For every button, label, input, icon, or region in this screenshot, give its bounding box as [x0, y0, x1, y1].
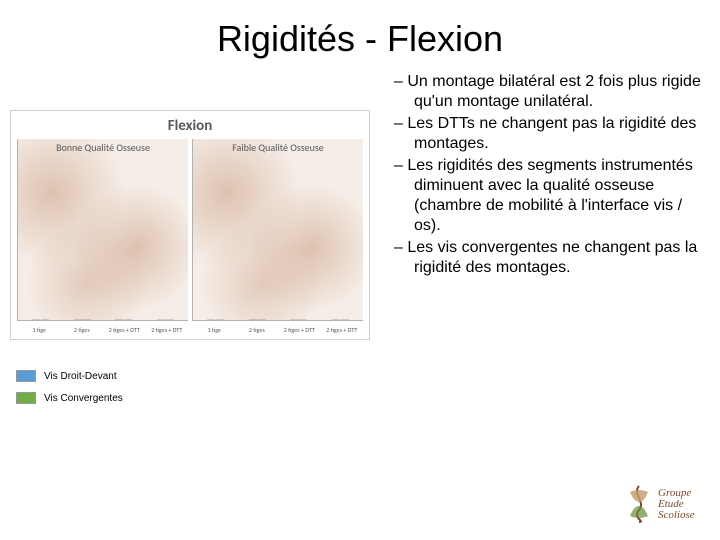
bullet-item: Un montage bilatéral est 2 fois plus rig… — [394, 72, 702, 112]
bar-convergentes — [299, 319, 307, 320]
bar-group — [237, 319, 279, 320]
bar-droit-devant — [290, 319, 298, 320]
logo-mark — [624, 484, 654, 524]
x-label: 1 tige — [18, 326, 61, 334]
bars-area — [18, 155, 188, 320]
bar-convergentes — [124, 319, 132, 320]
bullet-item: Les vis convergentes ne changent pas la … — [394, 238, 702, 278]
bar-convergentes — [216, 319, 224, 320]
bar-group — [195, 319, 237, 320]
bar-droit-devant — [115, 319, 123, 320]
bullet-item: Les rigidités des segments instrumentés … — [394, 156, 702, 236]
bar-convergentes — [258, 319, 266, 320]
bar-group — [103, 319, 145, 320]
bar-droit-devant — [157, 319, 165, 320]
x-label: 2 tiges + DTT — [321, 326, 364, 334]
legend-label: Vis Droit-Devant — [44, 371, 117, 382]
bar-droit-devant — [249, 319, 257, 320]
bar-group — [278, 319, 320, 320]
slide-title: Rigidités - Flexion — [0, 0, 720, 70]
bar-droit-devant — [74, 319, 82, 320]
bars-area — [193, 155, 363, 320]
logo-line1: Groupe — [658, 488, 695, 499]
group-logo: Groupe Etude Scoliose — [624, 482, 704, 526]
bar-droit-devant — [332, 319, 340, 320]
x-labels: 1 tige2 tiges2 tiges + DTT2 tiges + DTT — [18, 326, 188, 334]
legend-swatch — [16, 392, 36, 404]
x-labels: 1 tige2 tiges2 tiges + DTT2 tiges + DTT — [193, 326, 363, 334]
bar-convergentes — [341, 319, 349, 320]
bar-group — [20, 319, 62, 320]
bar-convergentes — [166, 319, 174, 320]
bar-group — [62, 319, 104, 320]
x-label: 2 tiges — [61, 326, 104, 334]
logo-text: Groupe Etude Scoliose — [658, 488, 695, 521]
chart-panel: Faible Qualité Osseuse1 tige2 tiges2 tig… — [192, 139, 363, 321]
chart-column: Flexion Bonne Qualité Osseuse1 tige2 tig… — [10, 70, 380, 404]
x-label: 2 tiges + DTT — [103, 326, 146, 334]
chart-panels: Bonne Qualité Osseuse1 tige2 tiges2 tige… — [17, 139, 363, 321]
x-label: 2 tiges — [236, 326, 279, 334]
bar-group — [320, 319, 362, 320]
bar-droit-devant — [207, 319, 215, 320]
bullets-column: Un montage bilatéral est 2 fois plus rig… — [380, 70, 710, 404]
legend-swatch — [16, 370, 36, 382]
panel-label: Faible Qualité Osseuse — [193, 141, 363, 154]
chart-legend: Vis Droit-Devant Vis Convergentes — [10, 370, 380, 404]
flexion-chart: Flexion Bonne Qualité Osseuse1 tige2 tig… — [10, 110, 370, 340]
logo-line3: Scoliose — [658, 510, 695, 521]
x-label: 1 tige — [193, 326, 236, 334]
x-label: 2 tiges + DTT — [146, 326, 189, 334]
content-row: Flexion Bonne Qualité Osseuse1 tige2 tig… — [0, 70, 720, 404]
legend-item: Vis Convergentes — [16, 392, 380, 404]
panel-label: Bonne Qualité Osseuse — [18, 141, 188, 154]
x-label: 2 tiges + DTT — [278, 326, 321, 334]
chart-panel: Bonne Qualité Osseuse1 tige2 tiges2 tige… — [17, 139, 188, 321]
bar-convergentes — [41, 319, 49, 320]
logo-line2: Etude — [658, 499, 695, 510]
bullet-item: Les DTTs ne changent pas la rigidité des… — [394, 114, 702, 154]
bar-droit-devant — [32, 319, 40, 320]
legend-item: Vis Droit-Devant — [16, 370, 380, 382]
bullets-list: Un montage bilatéral est 2 fois plus rig… — [394, 72, 702, 278]
bar-group — [145, 319, 187, 320]
bar-convergentes — [83, 319, 91, 320]
chart-title: Flexion — [17, 117, 363, 135]
legend-label: Vis Convergentes — [44, 393, 123, 404]
